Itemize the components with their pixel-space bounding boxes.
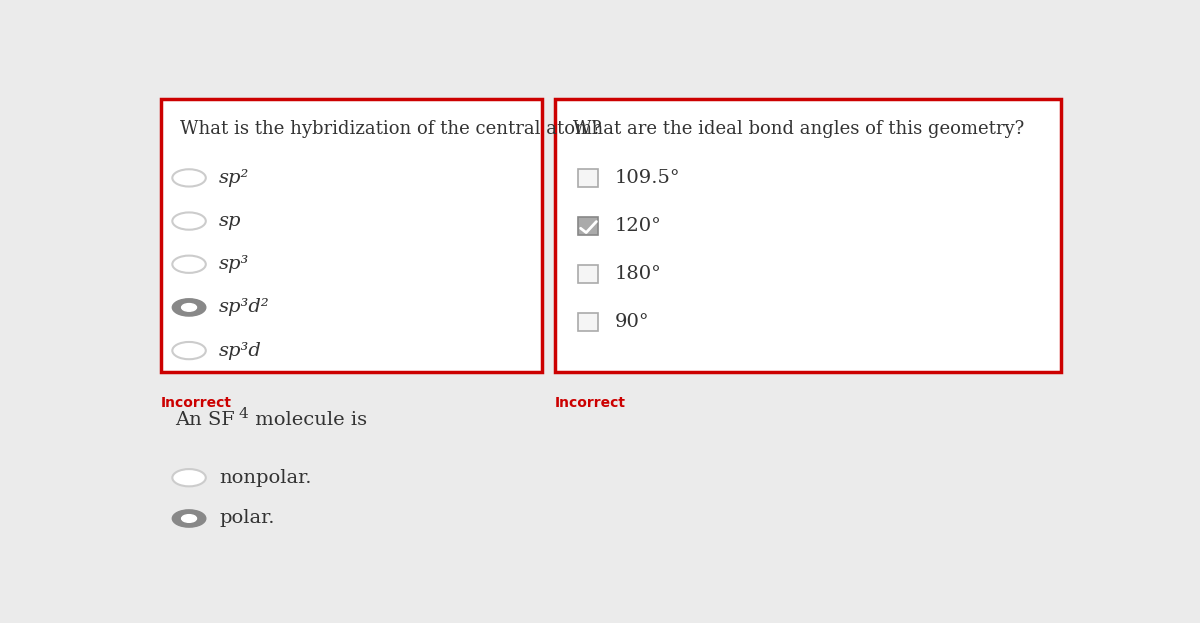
Text: sp³d: sp³d xyxy=(218,341,262,359)
Text: 109.5°: 109.5° xyxy=(616,169,680,187)
Text: polar.: polar. xyxy=(220,510,275,528)
Circle shape xyxy=(173,510,206,527)
Circle shape xyxy=(173,213,205,229)
Text: 90°: 90° xyxy=(616,313,649,331)
Text: 120°: 120° xyxy=(616,217,662,235)
Text: 180°: 180° xyxy=(616,265,662,283)
Text: What are the ideal bond angles of this geometry?: What are the ideal bond angles of this g… xyxy=(574,120,1025,138)
Text: 4: 4 xyxy=(239,407,248,421)
Circle shape xyxy=(173,299,206,316)
Text: sp³d²: sp³d² xyxy=(218,298,270,316)
Circle shape xyxy=(181,515,197,522)
Circle shape xyxy=(173,256,205,272)
Text: sp: sp xyxy=(218,212,241,230)
Circle shape xyxy=(173,169,205,186)
FancyBboxPatch shape xyxy=(578,169,599,187)
Text: nonpolar.: nonpolar. xyxy=(220,468,312,487)
Circle shape xyxy=(173,343,205,359)
FancyBboxPatch shape xyxy=(161,98,542,372)
Text: An SF: An SF xyxy=(175,411,235,429)
FancyBboxPatch shape xyxy=(578,313,599,331)
Text: sp²: sp² xyxy=(218,169,250,187)
Text: Incorrect: Incorrect xyxy=(554,396,625,410)
Text: Incorrect: Incorrect xyxy=(161,396,232,410)
FancyBboxPatch shape xyxy=(578,265,599,283)
FancyBboxPatch shape xyxy=(578,217,599,235)
Text: molecule is: molecule is xyxy=(248,411,367,429)
Circle shape xyxy=(181,303,197,312)
Text: sp³: sp³ xyxy=(218,255,250,273)
Text: What is the hybridization of the central atom?: What is the hybridization of the central… xyxy=(180,120,601,138)
Circle shape xyxy=(173,470,205,486)
FancyBboxPatch shape xyxy=(554,98,1062,372)
